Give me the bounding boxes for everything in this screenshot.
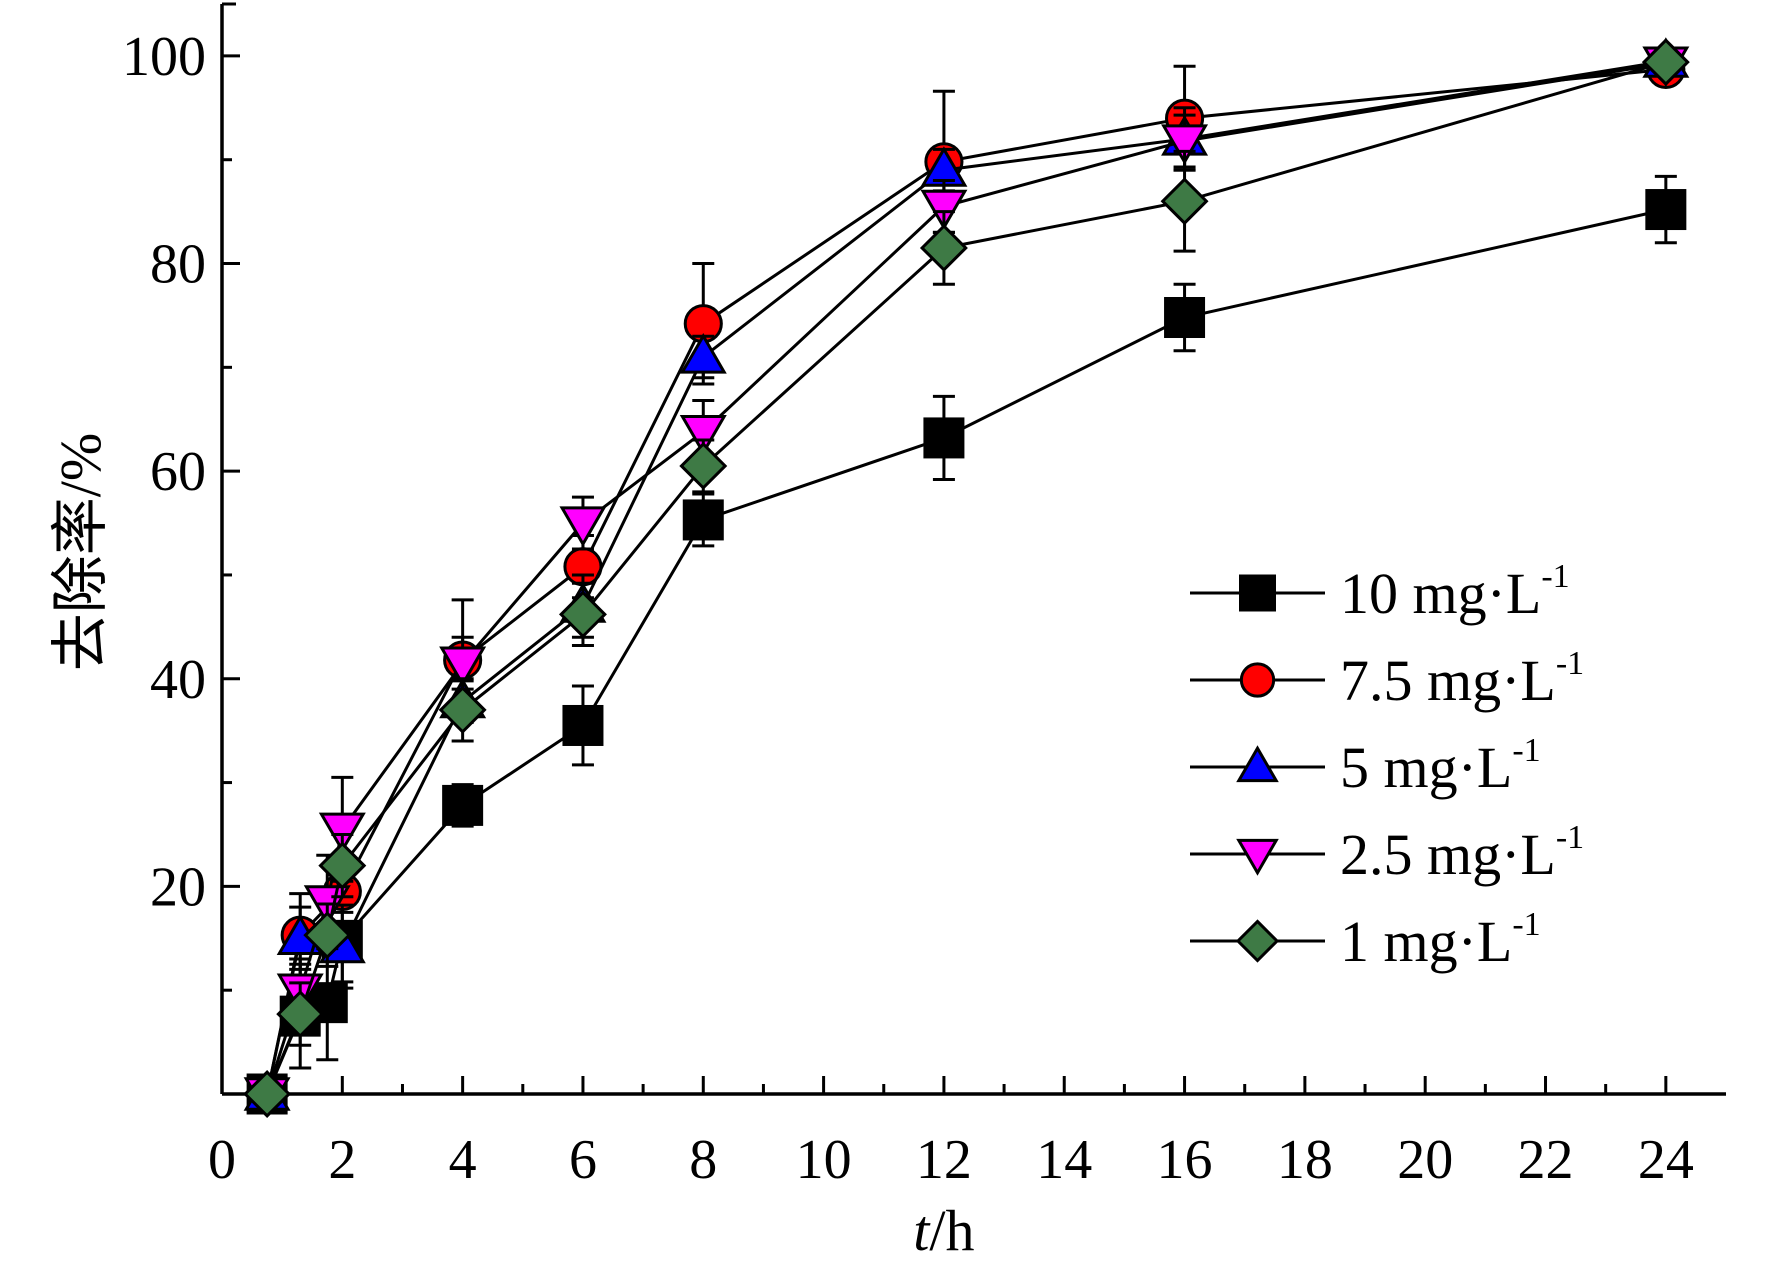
x-tick-label: 4 [449, 1129, 477, 1191]
data-point [1645, 189, 1687, 231]
series-line [265, 60, 1667, 1095]
x-axis-label: t/h [913, 1198, 974, 1263]
legend-item: 5 mg·L-1 [1190, 732, 1541, 800]
data-point [243, 1070, 292, 1118]
y-tick-label: 60 [150, 441, 206, 503]
data-point [1161, 124, 1209, 165]
y-tick-label: 40 [150, 649, 206, 711]
data-point [1164, 297, 1206, 339]
x-tick-label: 2 [328, 1129, 356, 1191]
x-tick-label: 16 [1157, 1129, 1213, 1191]
data-point [562, 704, 604, 746]
legend-label: 7.5 mg·L-1 [1340, 645, 1584, 713]
legend-label-main: 10 mg·L [1340, 561, 1541, 626]
legend-label-exponent: -1 [1512, 906, 1540, 943]
legend-label-exponent: -1 [1512, 732, 1540, 769]
y-tick-label: 80 [150, 234, 206, 296]
data-point [442, 784, 484, 826]
data-point [318, 841, 367, 890]
data-point [438, 685, 487, 734]
legend-label-exponent: -1 [1556, 645, 1584, 682]
series-line [265, 61, 1667, 1095]
data-point [303, 911, 352, 960]
data-point [679, 333, 727, 374]
legend-item: 7.5 mg·L-1 [1190, 645, 1584, 713]
x-tick-label: 12 [916, 1129, 972, 1191]
legend-marker [1239, 662, 1276, 698]
legend-marker [1236, 838, 1279, 876]
legend-label: 1 mg·L-1 [1340, 906, 1541, 974]
x-tick-label: 0 [208, 1129, 236, 1191]
legend-label: 10 mg·L-1 [1340, 558, 1570, 626]
x-axis-label-unit: /h [929, 1198, 974, 1263]
x-tick-label: 22 [1518, 1129, 1574, 1191]
data-point [318, 812, 366, 854]
data-point [919, 223, 968, 272]
x-tick-label: 20 [1397, 1129, 1453, 1191]
data-point [920, 189, 968, 231]
y-tick-label: 20 [150, 856, 206, 918]
legend-label-exponent: -1 [1556, 819, 1584, 856]
data-point [276, 990, 325, 1039]
data-point [1160, 177, 1209, 226]
legend-item: 2.5 mg·L-1 [1190, 819, 1584, 887]
x-axis-label-variable: t [913, 1198, 931, 1263]
legend-label-main: 2.5 mg·L [1340, 822, 1556, 887]
x-tick-label: 24 [1638, 1129, 1694, 1191]
data-point [682, 499, 724, 541]
x-tick-label: 6 [569, 1129, 597, 1191]
data-point [923, 417, 965, 459]
legend-marker [1239, 574, 1276, 612]
x-tick-label: 18 [1277, 1129, 1333, 1191]
legend-item: 10 mg·L-1 [1190, 558, 1570, 626]
x-tick-label: 14 [1036, 1129, 1092, 1191]
legend-label-main: 1 mg·L [1340, 909, 1512, 974]
x-tick-label: 10 [796, 1129, 852, 1191]
series-layer [243, 37, 1690, 1118]
legend: 10 mg·L-17.5 mg·L-15 mg·L-12.5 mg·L-11 m… [1190, 558, 1584, 974]
legend-marker [1235, 919, 1280, 963]
series-5 [243, 38, 1690, 1118]
legend-label: 5 mg·L-1 [1340, 732, 1541, 800]
legend-marker [1236, 745, 1279, 783]
data-point [439, 646, 487, 688]
data-point [559, 506, 607, 547]
legend-label: 2.5 mg·L-1 [1340, 819, 1584, 887]
data-point [679, 441, 728, 490]
y-tick-label: 100 [122, 26, 206, 88]
x-tick-label: 8 [689, 1129, 717, 1191]
legend-label-main: 7.5 mg·L [1340, 648, 1556, 713]
data-point [558, 590, 607, 639]
legend-label-exponent: -1 [1541, 558, 1569, 595]
legend-item: 1 mg·L-1 [1190, 906, 1541, 974]
data-point [679, 414, 727, 456]
y-axis-label: 去除率/% [48, 433, 113, 671]
legend-label-main: 5 mg·L [1340, 735, 1512, 800]
data-point [1641, 38, 1690, 87]
